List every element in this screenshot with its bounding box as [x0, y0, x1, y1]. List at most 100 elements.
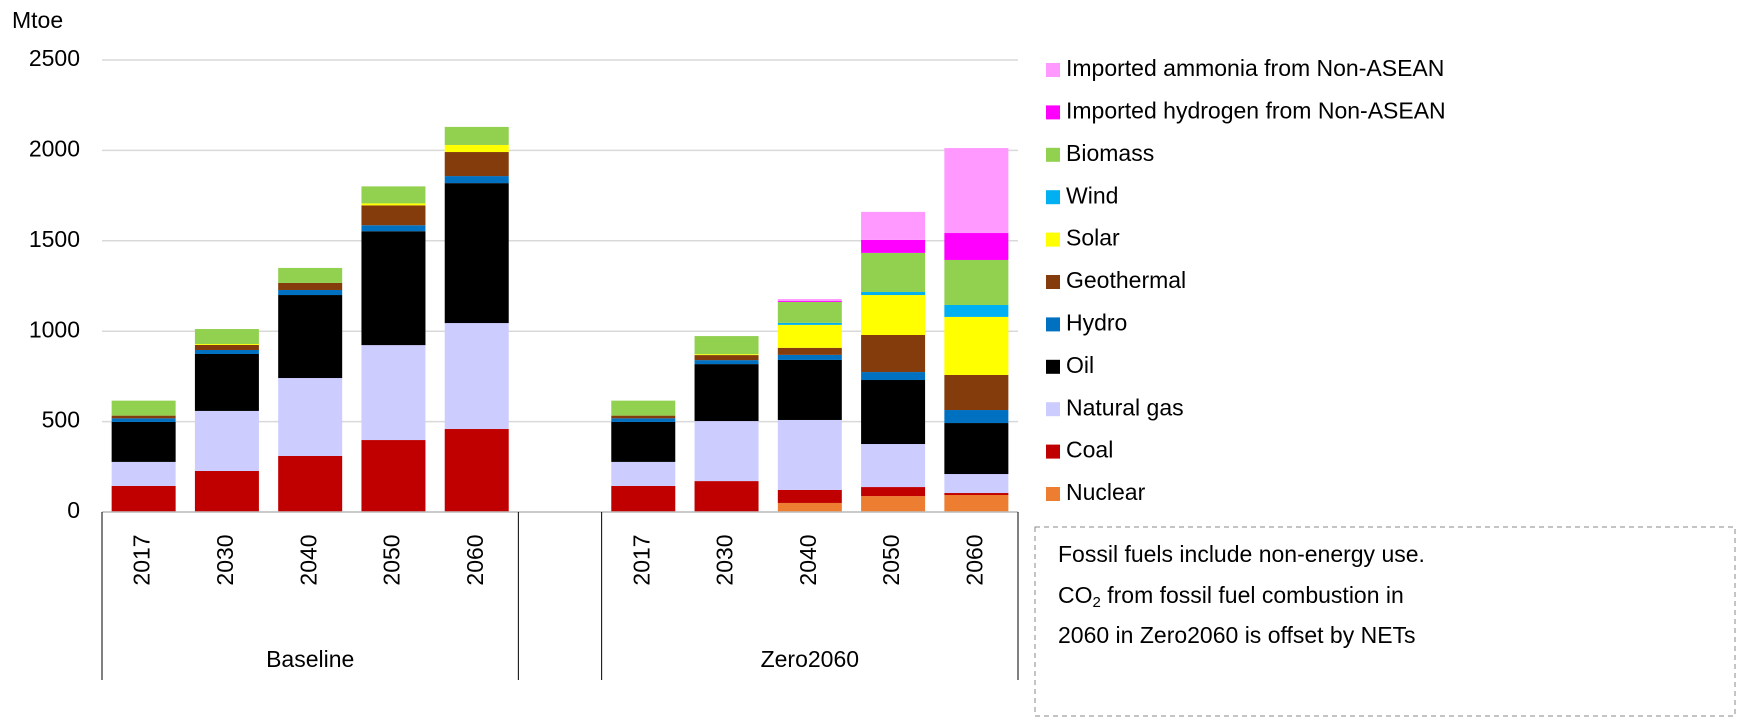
- x-tick-label: 2017: [129, 534, 155, 585]
- bar-segment: [861, 291, 926, 296]
- bar-segment: [278, 282, 343, 290]
- bar-segment: [444, 152, 509, 177]
- x-tick-label: 2030: [712, 534, 738, 585]
- legend-label: Imported hydrogen from Non-ASEAN: [1066, 97, 1446, 123]
- bar-segment: [777, 419, 842, 490]
- legend-swatch: [1046, 105, 1060, 120]
- legend-label: Wind: [1066, 182, 1118, 208]
- bar-segment: [611, 415, 676, 419]
- bar-segment: [278, 455, 343, 512]
- legend-label: Solar: [1066, 225, 1120, 251]
- bar-segment: [944, 474, 1009, 494]
- y-tick-label: 1500: [29, 226, 80, 252]
- y-tick-label: 1000: [29, 316, 80, 342]
- bar-segment: [361, 203, 426, 206]
- legend-label: Hydro: [1066, 309, 1127, 335]
- legend-swatch: [1046, 402, 1060, 417]
- x-tick-label: 2040: [795, 534, 821, 585]
- legend-swatch: [1046, 359, 1060, 374]
- y-tick-label: 2000: [29, 135, 80, 161]
- bar-segment: [611, 418, 676, 422]
- bar-segment: [944, 304, 1009, 317]
- bar-segment: [777, 301, 842, 302]
- bar-segment: [111, 421, 176, 462]
- legend-swatch: [1046, 63, 1060, 77]
- bar-segment: [194, 350, 259, 354]
- bar-segment: [611, 485, 676, 512]
- bar-segment: [777, 502, 842, 512]
- legend-label: Natural gas: [1066, 394, 1184, 420]
- bar-segment: [611, 400, 676, 416]
- note-text: from fossil fuel combustion in: [1101, 582, 1404, 608]
- x-tick-label: 2030: [212, 534, 238, 585]
- bar-segment: [944, 410, 1009, 424]
- bar-segment: [611, 421, 676, 462]
- group-label: Zero2060: [761, 646, 859, 672]
- bar-segment: [361, 345, 426, 441]
- bar-segment: [278, 289, 343, 296]
- bar-segment: [361, 440, 426, 512]
- bar-segment: [361, 186, 426, 204]
- bar-segment: [444, 144, 509, 153]
- bar-segment: [777, 301, 842, 323]
- bar-segment: [861, 372, 926, 381]
- bar-segment: [278, 295, 343, 379]
- bar-segment: [777, 299, 842, 302]
- bar-segment: [861, 380, 926, 445]
- bar-segment: [861, 487, 926, 497]
- legend-swatch: [1046, 317, 1060, 332]
- y-unit: Mtoe: [12, 7, 63, 33]
- bar-segment: [944, 259, 1009, 305]
- bar-segment: [361, 225, 426, 232]
- legend-label: Oil: [1066, 352, 1094, 378]
- bar-segment: [861, 444, 926, 488]
- bar-segment: [694, 336, 759, 355]
- bar-segment: [611, 461, 676, 486]
- legend-swatch: [1046, 444, 1060, 459]
- bar-segment: [861, 239, 926, 253]
- bar-segment: [444, 429, 509, 512]
- bar-segment: [861, 211, 926, 240]
- bar-segment: [444, 176, 509, 184]
- bar-segment: [944, 233, 1009, 260]
- bar-segment: [111, 461, 176, 486]
- bar-segment: [278, 378, 343, 456]
- bar-segment: [194, 344, 259, 351]
- bar-segment: [944, 423, 1009, 475]
- bar-segment: [694, 360, 759, 365]
- y-tick-label: 0: [67, 497, 80, 523]
- bar-segment: [944, 374, 1009, 411]
- y-tick-label: 2500: [29, 45, 80, 71]
- bar-segment: [194, 410, 259, 471]
- bar-segment: [111, 415, 176, 419]
- legend-swatch: [1046, 275, 1060, 289]
- bar-segment: [444, 183, 509, 324]
- bar-segment: [194, 344, 259, 345]
- y-tick-label: 500: [42, 407, 80, 433]
- bar-segment: [111, 418, 176, 422]
- legend-label: Imported ammonia from Non-ASEAN: [1066, 55, 1444, 81]
- legend-label: Geothermal: [1066, 267, 1186, 293]
- note-line: Fossil fuels include non-energy use.: [1058, 541, 1425, 567]
- x-tick-label: 2060: [462, 534, 488, 585]
- bar-segment: [194, 470, 259, 512]
- note-sub: 2: [1093, 594, 1101, 611]
- bar-segment: [777, 347, 842, 355]
- bar-segment: [944, 495, 1009, 512]
- legend-swatch: [1046, 147, 1060, 162]
- bar-segment: [361, 231, 426, 346]
- bar-segment: [111, 485, 176, 512]
- legend-label: Nuclear: [1066, 479, 1146, 505]
- bar-segment: [777, 354, 842, 360]
- bar-segment: [944, 148, 1009, 234]
- x-tick-label: 2017: [628, 534, 654, 585]
- x-tick-label: 2040: [295, 534, 321, 585]
- bar-segment: [444, 323, 509, 430]
- bar-segment: [777, 324, 842, 348]
- note-line: 2060 in Zero2060 is offset by NETs: [1058, 622, 1416, 648]
- legend-label: Coal: [1066, 437, 1113, 463]
- legend-swatch: [1046, 190, 1060, 205]
- legend-label: Biomass: [1066, 140, 1154, 166]
- bar-segment: [861, 334, 926, 373]
